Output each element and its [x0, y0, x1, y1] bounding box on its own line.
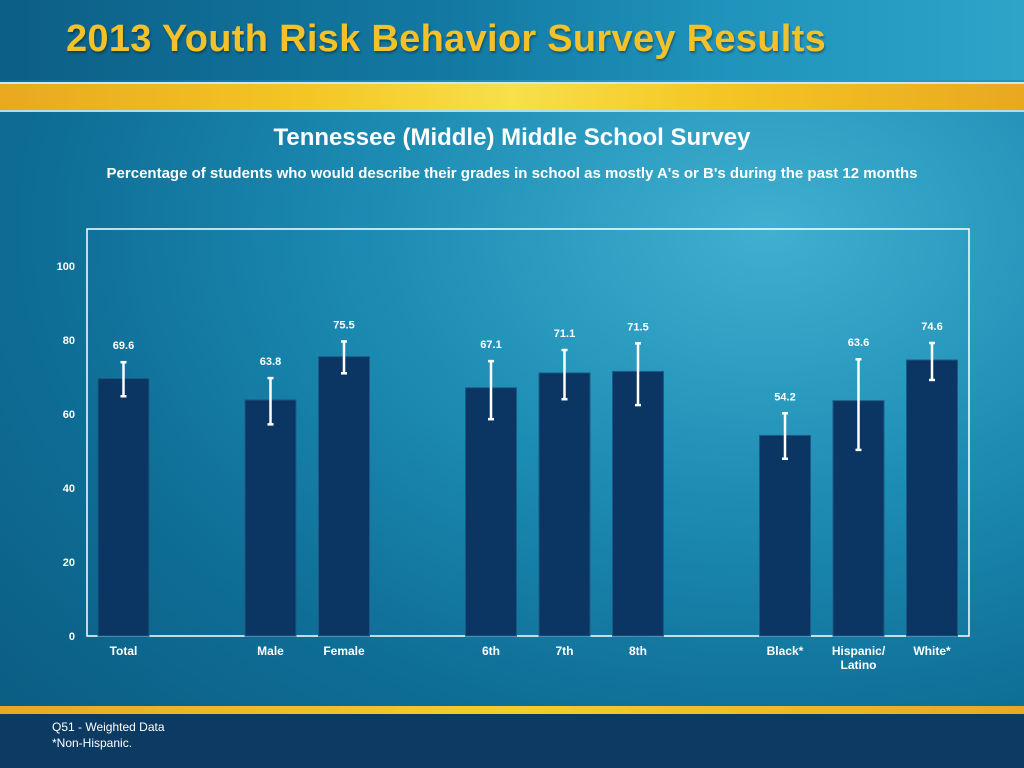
data-label: 75.5 [333, 319, 354, 331]
x-tick-label: White* [913, 644, 951, 658]
x-tick-label: Hispanic/Latino [832, 644, 886, 672]
data-label: 54.2 [774, 391, 795, 403]
bar [906, 359, 958, 637]
chart-title: Tennessee (Middle) Middle School Survey [273, 124, 751, 151]
x-tick-label: 8th [629, 644, 647, 658]
page-title: 2013 Youth Risk Behavior Survey Results [66, 18, 827, 60]
y-tick-label: 60 [63, 409, 75, 421]
y-tick-label: 80 [63, 335, 75, 347]
y-tick-label: 100 [57, 261, 75, 273]
data-label: 69.6 [113, 340, 134, 352]
x-tick-label: Female [323, 644, 365, 658]
band-divider [0, 110, 1024, 112]
plot-frame [86, 228, 970, 637]
bar [97, 377, 150, 637]
bar [244, 399, 297, 637]
bar [759, 434, 811, 637]
x-tick-label: Male [257, 644, 284, 658]
gold-band [0, 82, 1024, 110]
data-label: 63.6 [848, 337, 869, 349]
header-banner: 2013 Youth Risk Behavior Survey Results [0, 0, 1024, 80]
data-label: 71.5 [627, 321, 648, 333]
bar [612, 370, 664, 637]
y-tick-label: 40 [63, 483, 75, 495]
x-tick-label: Black* [767, 644, 804, 658]
x-tick-label: 6th [482, 644, 500, 658]
data-label: 74.6 [921, 321, 942, 333]
bar [465, 387, 517, 637]
bar [538, 372, 591, 637]
bar [318, 356, 370, 637]
x-tick-label: 7th [556, 644, 574, 658]
chart-subtitle: Percentage of students who would describ… [106, 165, 918, 182]
y-tick-label: 0 [69, 631, 75, 643]
footnote-question: Q51 - Weighted Data [52, 720, 165, 734]
x-tick-label: Total [110, 644, 138, 658]
footnote-non-hispanic: *Non-Hispanic. [52, 736, 133, 750]
footer [0, 714, 1024, 768]
data-label: 67.1 [480, 339, 501, 351]
y-tick-label: 20 [63, 557, 75, 569]
footer-band [0, 706, 1024, 714]
data-label: 71.1 [554, 328, 575, 340]
data-label: 63.8 [260, 356, 281, 368]
